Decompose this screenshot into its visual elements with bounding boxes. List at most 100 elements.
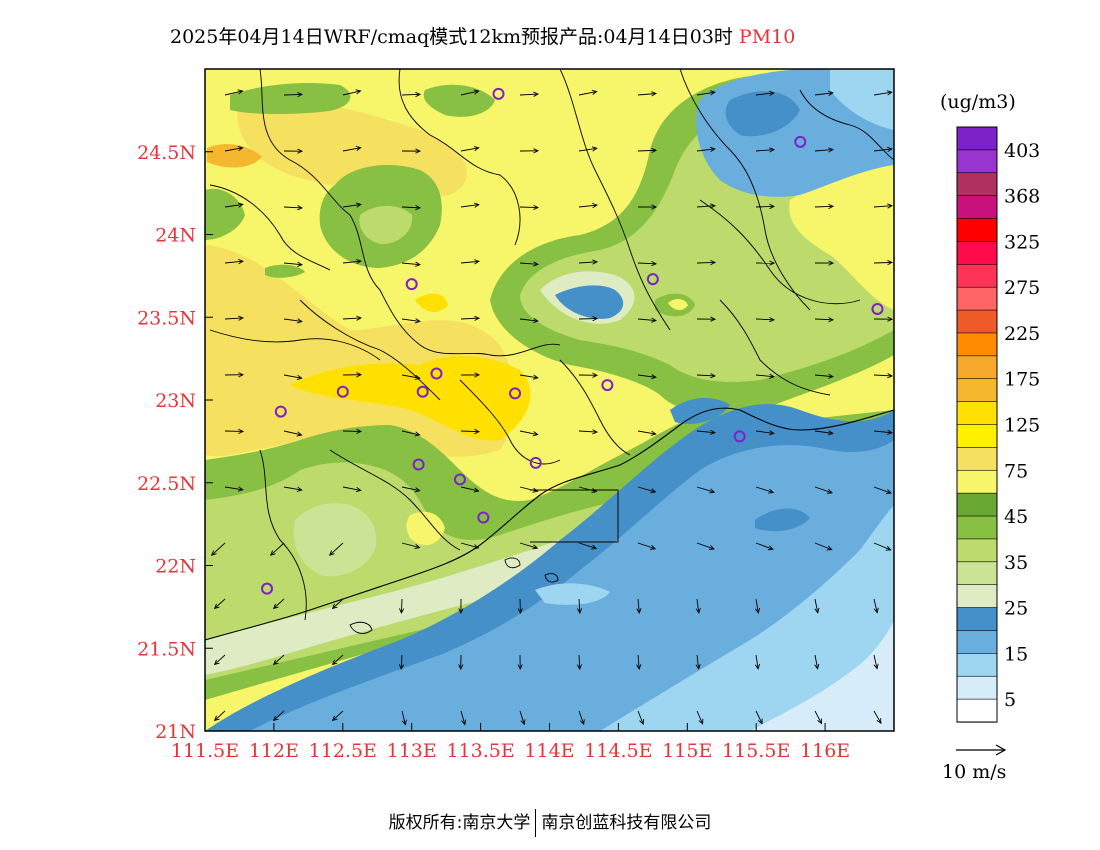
wind-arrowhead <box>650 430 657 436</box>
colorbar-swatch <box>956 607 998 632</box>
pm10-125-zone <box>290 355 531 441</box>
wind-arrowhead <box>591 89 598 95</box>
wind-arrowhead <box>887 259 894 266</box>
wind-arrowhead <box>828 373 834 379</box>
wind-arrowhead <box>398 664 405 671</box>
wind-arrow <box>519 374 538 379</box>
wind-arrow <box>460 542 479 549</box>
wind-arrow <box>696 91 715 96</box>
wind-arrowhead <box>328 550 335 556</box>
wind-arrow <box>814 598 819 613</box>
colorbar-swatch <box>956 561 998 586</box>
station-marker <box>430 367 443 380</box>
wind-arrowhead <box>458 608 464 615</box>
figure-title: 2025年04月14日WRF/cmaq模式12km预报产品:04月14日03时 P… <box>170 22 795 49</box>
wind-arrowhead <box>401 719 407 726</box>
wind-arrow <box>637 486 656 493</box>
wind-arrowhead <box>237 145 244 152</box>
wind-arrow <box>460 147 479 152</box>
wind-arrow <box>401 486 420 492</box>
lat-tick-label: 22N <box>155 556 196 578</box>
wind-arrow <box>273 710 285 721</box>
wind-arrow <box>224 90 243 96</box>
monitoring-stations <box>261 87 884 595</box>
wind-arrowhead <box>237 202 244 208</box>
wind-arrow <box>401 542 420 549</box>
pm10-field <box>205 69 894 731</box>
wind-arrow <box>519 318 538 322</box>
wind-arrow <box>814 542 832 551</box>
wind-arrow <box>696 148 715 152</box>
colorbar-swatch <box>956 149 998 174</box>
wind-arrowhead <box>767 545 774 551</box>
wind-arrow <box>637 710 644 725</box>
colorbar-swatch <box>956 447 998 471</box>
county-boundary <box>559 69 671 331</box>
wind-arrow <box>283 262 302 266</box>
wind-arrow <box>814 654 819 669</box>
colorbar-swatch <box>956 401 998 426</box>
wind-arrow <box>224 317 243 320</box>
pm10-75-zone-northeast <box>789 165 894 310</box>
lon-tick-label: 115.5E <box>722 740 790 762</box>
colorbar-swatch <box>956 332 998 357</box>
variable-label: PM10 <box>738 26 796 48</box>
wind-arrowhead <box>769 203 776 210</box>
colorbar-swatch <box>956 630 998 654</box>
wind-arrow <box>637 93 656 96</box>
wind-arrow <box>224 486 243 491</box>
station-marker <box>871 302 884 315</box>
wind-arrowhead <box>710 316 717 322</box>
wind-arrowhead <box>414 318 421 324</box>
wind-vectors <box>210 89 894 726</box>
wind-arrowhead <box>414 374 421 380</box>
colorbar-tick-label: 45 <box>1004 506 1028 528</box>
wind-arrowhead <box>238 315 245 321</box>
lat-tick-label: 24.5N <box>137 142 196 164</box>
lon-tick-label: 114.5E <box>584 740 652 762</box>
wind-arrow <box>637 598 640 613</box>
wind-arrowhead <box>532 431 539 437</box>
wind-arrow <box>342 486 361 491</box>
wind-arrowhead <box>576 664 583 671</box>
wind-arrowhead <box>520 719 526 726</box>
pm10-5-zone-sea <box>600 505 894 731</box>
pm10-75-zone-east <box>668 299 688 311</box>
wind-arrowhead <box>272 603 279 610</box>
wind-arrowhead <box>827 488 834 494</box>
wind-arrow <box>283 94 303 96</box>
wind-arrow <box>873 710 882 724</box>
wind-arrowhead <box>650 374 657 380</box>
wind-arrowhead <box>237 89 244 95</box>
wind-arrowhead <box>517 608 523 615</box>
wind-arrowhead <box>272 659 279 666</box>
county-boundary <box>209 184 331 271</box>
wind-arrowhead <box>768 488 775 494</box>
wind-arrow <box>578 204 597 208</box>
colorbar-swatch <box>956 286 998 311</box>
wind-arrow <box>814 149 833 152</box>
county-boundary <box>719 299 831 396</box>
county-boundary <box>459 379 561 465</box>
wind-arrow <box>283 430 302 436</box>
wind-arrow <box>273 598 285 609</box>
wind-arrow <box>578 542 597 549</box>
wind-arrowhead <box>755 607 761 614</box>
wind-arrowhead <box>651 91 657 97</box>
wind-arrow <box>401 318 420 322</box>
wind-arrowhead <box>885 545 892 551</box>
colorbar-frame <box>956 126 998 723</box>
pm10-sea-pale-patch <box>535 583 610 605</box>
wind-arrowhead <box>399 608 405 615</box>
wind-arrowhead <box>415 261 421 267</box>
pm10-45-zone-central-north <box>423 84 495 117</box>
wind-arrowhead <box>355 145 362 151</box>
lon-tick-label: 116E <box>800 740 850 762</box>
wind-arrow <box>873 148 892 152</box>
longitude-axis: 111.5E 112E 112.5E 113E 113.5E 114E 114.5E 115E… <box>171 723 850 762</box>
wind-arrow <box>460 710 466 725</box>
wind-arrowhead <box>636 664 642 670</box>
wind-arrow <box>578 654 581 670</box>
wind-arrow <box>283 374 302 379</box>
wind-arrow <box>696 261 716 264</box>
